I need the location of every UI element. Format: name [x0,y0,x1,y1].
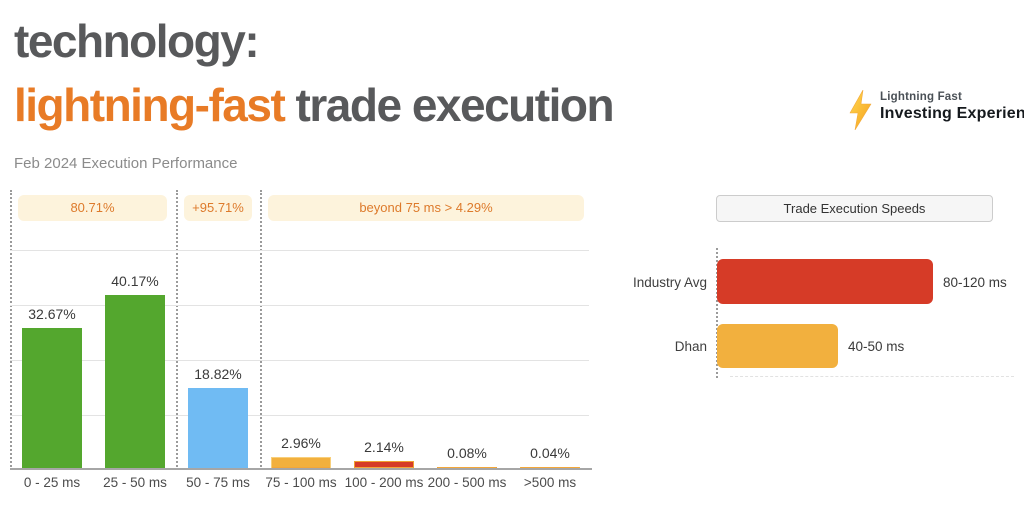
x-tick-label: 25 - 50 ms [103,475,167,490]
bar-column: 0.08% [437,220,497,470]
annotation-badge: +95.71% [184,195,252,221]
gridline [10,250,589,251]
bar [188,388,248,470]
bar-value-label: 40.17% [111,273,159,290]
gridline [10,305,589,306]
bar-column: 2.96% [271,220,331,470]
lightning-bolt-icon [849,90,872,130]
bar-value-label: 32.67% [28,305,76,322]
page-title-accent: lightning-fast [14,79,286,131]
brand-text: Lightning Fast Investing Experience [880,91,1024,123]
bar-value-label: 0.08% [447,445,487,461]
page-title-rest: trade execution [284,79,615,131]
gridline [10,360,589,361]
x-tick-label: 100 - 200 ms [344,475,424,490]
bar-column: 0.04% [520,220,580,470]
x-tick-label: 0 - 25 ms [23,475,81,490]
dotted-divider [176,190,178,470]
x-tick-label: >500 ms [523,475,577,490]
dhan-bar [717,324,838,368]
bar-value-label: 18.82% [194,366,242,383]
x-tick-label: 50 - 75 ms [186,475,250,490]
brand-name: Investing Experience [880,105,1024,122]
bar [105,295,165,470]
category-label: Industry Avg [632,275,707,290]
category-label: Dhan [674,339,707,354]
page-title-line1: technology: [14,15,260,67]
brand-logo: Lightning Fast Investing Experience [848,88,1024,132]
dotted-baseline-axis [716,248,718,378]
bar-value-label: 2.14% [364,438,404,455]
bar-column: 32.67% [22,220,82,471]
gridline [10,415,589,416]
bar-value-label: 0.04% [530,445,570,461]
faint-baseline [730,376,1014,377]
bar-value-label: 2.96% [281,435,321,452]
bar-column: 18.82% [188,220,248,470]
x-axis-line [10,468,592,470]
industry-avg-bar [717,259,933,304]
bar-column: 40.17% [105,220,165,470]
dotted-divider [260,190,262,470]
x-tick-label: 200 - 500 ms [427,475,507,490]
annotation-badge: 80.71% [18,195,167,221]
annotation-badge: beyond 75 ms > 4.29% [268,195,584,221]
chart-subtitle: Feb 2024 Execution Performance [14,155,238,172]
x-tick-label: 75 - 100 ms [265,475,337,490]
bar [22,327,82,471]
bar-column: 2.14% [354,220,414,470]
speed-value-label: 80-120 ms [943,275,1007,290]
speed-value-label: 40-50 ms [848,339,905,354]
page-title-line2: lightning-fast trade execution [14,78,615,132]
dotted-divider [10,190,12,470]
execution-latency-histogram: 80.71% +95.71% beyond 75 ms > 4.29% 32.6… [10,190,592,500]
brand-tagline: Lightning Fast [880,91,963,103]
comparison-chart-title: Trade Execution Speeds [716,195,993,222]
